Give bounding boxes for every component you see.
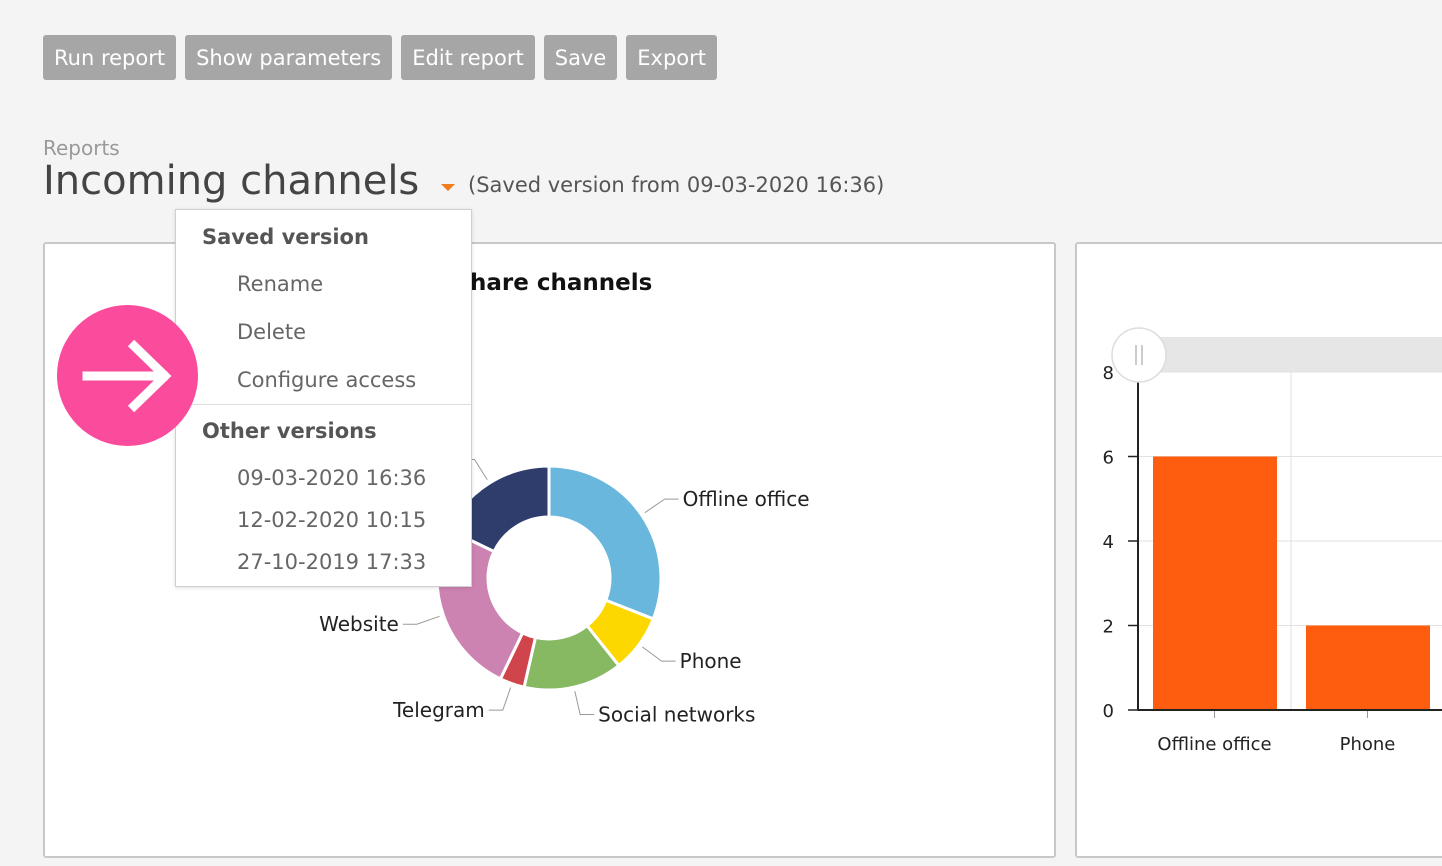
y-tick-label: 4 — [1103, 532, 1114, 553]
show-parameters-button[interactable]: Show parameters — [185, 35, 393, 80]
page-title: Incoming channels — [43, 158, 420, 204]
y-tick-label: 2 — [1103, 617, 1114, 638]
bar[interactable] — [1153, 456, 1277, 711]
pie-slice-label: Phone — [680, 649, 742, 673]
drag-handle-icon — [1135, 345, 1143, 365]
edit-report-button[interactable]: Edit report — [401, 35, 535, 80]
pie-slice-label: Offline office — [683, 487, 810, 511]
y-tick-label: 6 — [1103, 448, 1114, 469]
pie-slice[interactable] — [547, 464, 663, 621]
rename-menu-item[interactable]: Rename — [237, 272, 324, 296]
other-versions-header: Other versions — [202, 419, 377, 443]
bar[interactable] — [1306, 625, 1430, 711]
toolbar: Run report Show parameters Edit report S… — [43, 35, 718, 80]
pie-slice-label: Social networks — [598, 702, 755, 726]
pie-label-connector — [644, 498, 679, 514]
y-tick-label: 8 — [1103, 363, 1114, 384]
pie-label-connector — [402, 615, 440, 625]
y-tick-label: 0 — [1103, 701, 1114, 722]
pie-label-connector — [488, 687, 512, 711]
delete-menu-item[interactable]: Delete — [237, 320, 306, 344]
pie-label-connector — [642, 646, 676, 662]
zoom-scrollbar-track[interactable] — [1140, 337, 1442, 372]
save-button[interactable]: Save — [543, 35, 618, 80]
saved-version-note: (Saved version from 09-03-2020 16:36) — [468, 173, 885, 197]
arrow-overlay[interactable] — [57, 305, 198, 446]
saved-version-header: Saved version — [202, 225, 369, 249]
x-tick-label: Offline office — [1157, 734, 1271, 755]
pie-slice-label: Website — [319, 612, 399, 636]
version-dropdown-menu: Saved version Rename Delete Configure ac… — [175, 209, 472, 587]
version-item[interactable]: 09-03-2020 16:36 — [237, 466, 427, 490]
pie-chart-title: hare channels — [470, 270, 653, 296]
breadcrumb[interactable]: Reports — [43, 136, 120, 160]
menu-divider — [176, 404, 471, 405]
configure-access-menu-item[interactable]: Configure access — [237, 368, 417, 392]
pie-slice-label: Telegram — [392, 698, 485, 722]
run-report-button[interactable]: Run report — [43, 35, 177, 80]
pie-label-connector — [574, 690, 595, 715]
zoom-slider-handle[interactable] — [1111, 327, 1167, 383]
version-item[interactable]: 12-02-2020 10:15 — [237, 508, 427, 532]
export-button[interactable]: Export — [626, 35, 718, 80]
version-item[interactable]: 27-10-2019 17:33 — [237, 550, 427, 574]
arrow-right-icon — [82, 339, 172, 413]
chevron-down-icon[interactable] — [441, 184, 455, 191]
x-tick-label: Phone — [1340, 734, 1396, 755]
